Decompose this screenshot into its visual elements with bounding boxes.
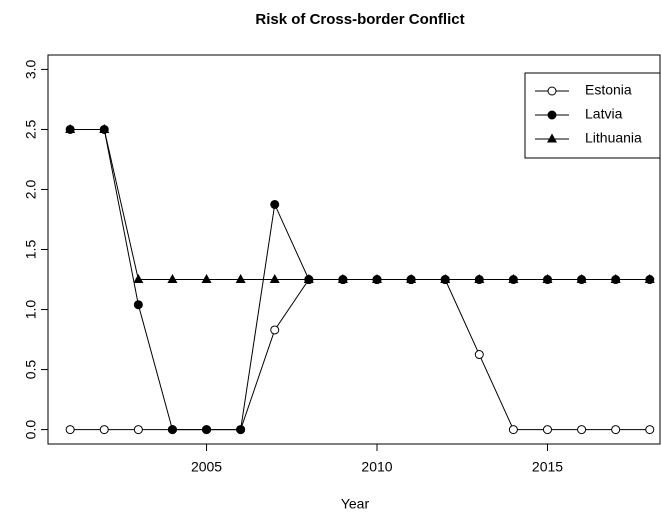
marker	[508, 425, 518, 435]
legend: Estonia Latvia Lithuania	[524, 72, 661, 159]
x-tick-label: 2015	[532, 459, 563, 475]
marker	[508, 274, 519, 284]
marker	[133, 300, 143, 310]
y-tick-label: 2.5	[23, 119, 39, 139]
marker	[235, 274, 246, 284]
marker	[440, 274, 451, 284]
series-line	[70, 128, 650, 281]
series-line	[70, 279, 650, 431]
x-axis-label: Year	[341, 496, 370, 512]
marker	[406, 274, 417, 284]
marker	[547, 86, 557, 96]
x-tick-label: 2005	[191, 459, 222, 475]
series	[65, 123, 655, 284]
legend-label: Estonia	[585, 82, 632, 98]
x-tick-label: 2010	[361, 459, 392, 475]
marker	[202, 425, 212, 435]
y-tick-label: 1.5	[23, 240, 39, 260]
legend-label: Latvia	[585, 106, 623, 122]
marker	[645, 425, 655, 435]
y-tick-label: 2.0	[23, 180, 39, 200]
y-tick-label: 1.0	[23, 300, 39, 320]
marker	[577, 425, 587, 435]
marker	[99, 123, 110, 133]
marker	[201, 274, 212, 284]
marker	[133, 274, 144, 284]
marker	[269, 274, 280, 284]
marker	[644, 274, 655, 284]
marker	[236, 425, 246, 435]
marker	[167, 425, 177, 435]
marker	[576, 274, 587, 284]
y-tick-label: 0.5	[23, 360, 39, 380]
marker	[474, 350, 484, 360]
marker	[270, 325, 280, 335]
series	[65, 275, 655, 435]
marker	[372, 274, 383, 284]
marker	[547, 110, 557, 120]
y-tick-label: 3.0	[23, 59, 39, 79]
marker	[65, 425, 75, 435]
marker	[474, 274, 485, 284]
marker	[542, 274, 553, 284]
marker	[65, 123, 76, 133]
y-tick-label: 0.0	[23, 420, 39, 440]
marker	[542, 425, 552, 435]
marker	[337, 274, 348, 284]
marker	[133, 425, 143, 435]
marker	[610, 274, 621, 284]
marker	[167, 274, 178, 284]
marker	[270, 199, 280, 209]
marker	[99, 425, 109, 435]
marker	[611, 425, 621, 435]
marker	[303, 274, 314, 284]
chart-title: Risk of Cross-border Conflict	[255, 11, 464, 28]
marker	[547, 133, 557, 143]
legend-label: Lithuania	[585, 130, 642, 146]
